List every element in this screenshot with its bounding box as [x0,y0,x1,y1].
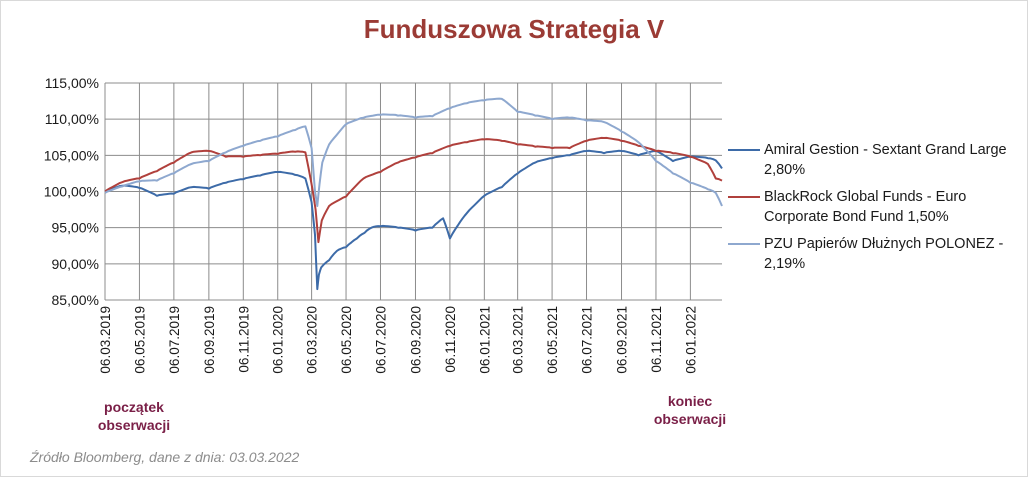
x-tick-label: 06.07.2019 [167,306,182,374]
y-tick-label: 100,00% [44,184,99,200]
series-line-1 [104,149,723,291]
y-tick-label: 90,00% [52,256,99,272]
x-tick-label: 06.05.2020 [339,306,354,374]
x-tick-label: 06.09.2019 [202,306,217,374]
y-tick-label: 115,00% [45,75,99,91]
x-axis-ticks: 06.03.2019 06.05.2019 06.07.2019 06.09.2019… [98,306,698,374]
x-tick-label: 06.05.2021 [545,306,560,374]
series-line-3 [104,97,723,207]
x-tick-label: 06.03.2019 [98,306,113,374]
y-tick-label: 110,00% [45,111,99,127]
x-tick-label: 06.11.2019 [236,306,251,373]
x-tick-label: 06.01.2020 [271,306,286,374]
x-tick-label: 06.05.2019 [132,306,147,374]
legend-label-amiral: Amiral Gestion - Sextant Grand Large 2,8… [764,142,1007,178]
y-tick-label: 85,00% [52,292,99,308]
x-tick-label: 06.01.2022 [683,306,698,374]
series-lines [104,97,723,291]
legend-item-amiral: Amiral Gestion - Sextant Grand Large 2,8… [728,140,1028,180]
x-tick-label: 06.09.2021 [615,306,630,374]
legend-item-pzu: PZU Papierów Dłużnych POLONEZ - 2,19% [728,234,1028,274]
chart-title: Funduszowa Strategia V [363,14,665,44]
grid-lines [104,82,722,301]
source-note: Źródło Bloomberg, dane z dnia: 03.03.202… [30,449,300,465]
legend: Amiral Gestion - Sextant Grand Large 2,8… [728,140,1028,281]
x-tick-label: 06.11.2020 [443,306,458,373]
annotation-start: początek obserwacji [97,399,171,433]
legend-swatch-amiral [728,149,760,151]
series-line-2 [104,136,723,244]
legend-swatch-pzu [728,243,760,245]
legend-label-blackrock: BlackRock Global Funds - Euro Corporate … [764,189,967,225]
y-tick-label: 95,00% [52,220,99,236]
y-tick-label: 105,00% [44,147,99,163]
y-axis-ticks: 85,00% 90,00% 95,00% 100,00% 105,00% 110,00% 1… [44,75,99,308]
x-tick-label: 06.09.2020 [408,306,423,374]
legend-label-pzu: PZU Papierów Dłużnych POLONEZ - 2,19% [764,236,1004,272]
x-tick-label: 06.03.2021 [511,306,526,374]
x-tick-label: 06.01.2021 [477,306,492,374]
x-tick-label: 06.03.2020 [305,306,320,374]
x-tick-label: 06.07.2021 [580,306,595,374]
x-tick-label: 06.07.2020 [373,306,388,374]
annotation-end: koniec obserwacji [653,393,727,427]
x-tick-label: 06.11.2021 [649,306,664,373]
legend-item-blackrock: BlackRock Global Funds - Euro Corporate … [728,187,1028,227]
legend-swatch-blackrock [728,196,760,198]
